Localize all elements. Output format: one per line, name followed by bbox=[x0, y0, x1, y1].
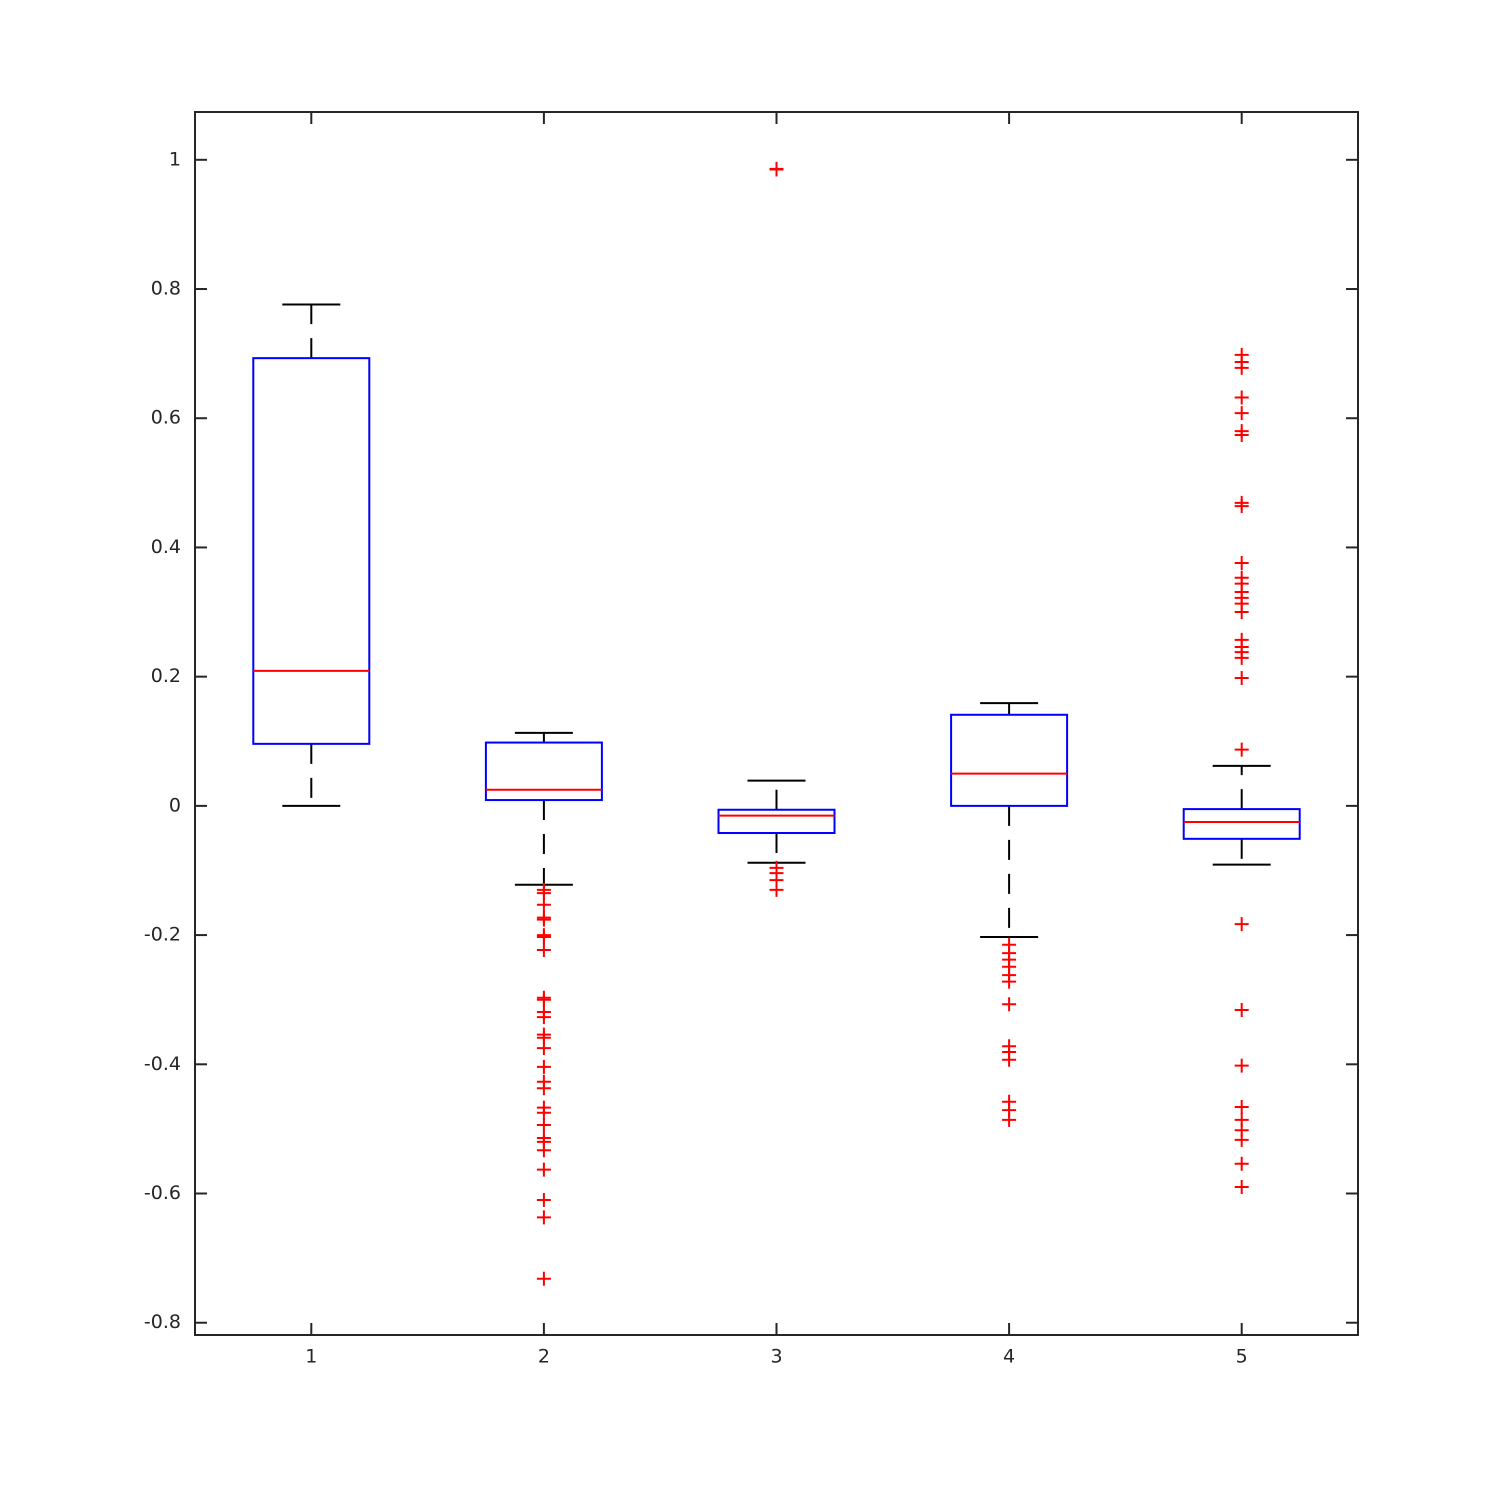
outlier bbox=[536, 897, 551, 912]
outlier bbox=[536, 1143, 551, 1158]
y-tick-label: 0.4 bbox=[151, 536, 181, 558]
outlier bbox=[536, 1192, 551, 1207]
outlier bbox=[1002, 1052, 1017, 1067]
box bbox=[950, 713, 1069, 807]
outlier bbox=[536, 1041, 551, 1056]
outlier bbox=[1234, 1180, 1249, 1195]
outlier bbox=[1234, 499, 1249, 514]
y-tick-label: -0.6 bbox=[144, 1182, 181, 1204]
y-tick-label: 0.2 bbox=[151, 665, 181, 687]
y-tick-label: 0.8 bbox=[151, 278, 181, 300]
outlier bbox=[1234, 917, 1249, 932]
outlier bbox=[1234, 1099, 1249, 1114]
y-tick-label: 0 bbox=[169, 794, 181, 816]
outlier bbox=[536, 1081, 551, 1096]
outlier bbox=[536, 1118, 551, 1133]
outlier bbox=[769, 882, 784, 897]
outlier bbox=[536, 930, 551, 945]
outlier bbox=[536, 1059, 551, 1074]
outlier bbox=[1234, 605, 1249, 620]
outlier bbox=[536, 992, 551, 1007]
outlier bbox=[1234, 1003, 1249, 1018]
outlier bbox=[1234, 742, 1249, 757]
outlier bbox=[1234, 428, 1249, 443]
outlier bbox=[1234, 360, 1249, 375]
outlier bbox=[1234, 555, 1249, 570]
outlier bbox=[536, 1210, 551, 1225]
outlier bbox=[1002, 997, 1017, 1012]
outlier bbox=[536, 1010, 551, 1025]
y-tick-label: -0.8 bbox=[144, 1311, 181, 1333]
outlier bbox=[536, 1105, 551, 1120]
outlier bbox=[1234, 1132, 1249, 1147]
x-tick-label: 3 bbox=[770, 1346, 782, 1368]
outlier bbox=[536, 1162, 551, 1177]
outlier bbox=[1234, 670, 1249, 685]
outlier bbox=[536, 942, 551, 957]
outlier bbox=[1234, 1156, 1249, 1171]
outlier bbox=[536, 1271, 551, 1286]
y-tick-label: -0.2 bbox=[144, 924, 181, 946]
y-tick-label: 0.6 bbox=[151, 407, 181, 429]
y-tick-label: 1 bbox=[169, 148, 181, 170]
x-tick-label: 2 bbox=[538, 1346, 550, 1368]
outlier bbox=[536, 912, 551, 927]
box bbox=[717, 808, 836, 835]
box bbox=[484, 741, 603, 802]
outlier bbox=[1234, 390, 1249, 405]
x-tick-label: 4 bbox=[1003, 1346, 1015, 1368]
x-tick-label: 1 bbox=[305, 1346, 317, 1368]
box bbox=[252, 357, 371, 745]
outlier bbox=[1234, 1058, 1249, 1073]
y-tick-label: -0.4 bbox=[144, 1053, 181, 1075]
outlier bbox=[1002, 1112, 1017, 1127]
outlier bbox=[1002, 974, 1017, 989]
outlier bbox=[1234, 650, 1249, 665]
outlier bbox=[1234, 406, 1249, 421]
outlier bbox=[769, 161, 784, 176]
box bbox=[1182, 808, 1301, 840]
x-tick-label: 5 bbox=[1236, 1346, 1248, 1368]
